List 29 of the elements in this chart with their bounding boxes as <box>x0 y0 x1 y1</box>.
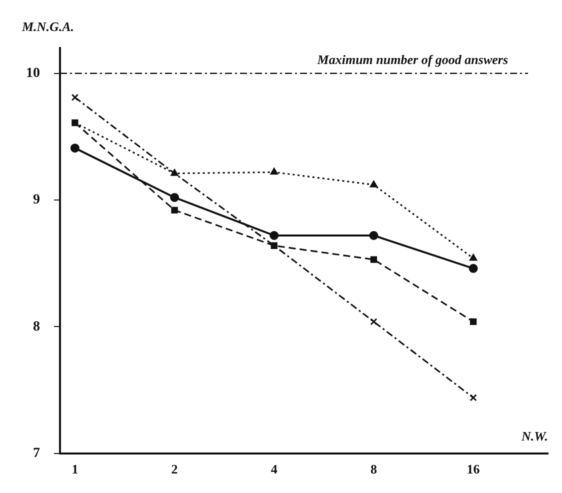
y-tick-label: 10 <box>26 66 40 81</box>
point <box>468 264 478 273</box>
point <box>469 254 478 261</box>
point <box>171 206 178 214</box>
point <box>170 192 180 202</box>
point <box>71 94 79 101</box>
x-tick-label: 16 <box>466 462 480 477</box>
x-tick-label: 8 <box>370 462 378 477</box>
point <box>470 318 477 325</box>
point <box>72 119 78 126</box>
y-tick-label: 7 <box>33 446 40 462</box>
y-tick-label: 8 <box>33 319 40 334</box>
point <box>370 318 378 326</box>
y-axis-title: M.N.G.A. <box>21 18 74 34</box>
point <box>370 180 378 188</box>
x-tick-label: 2 <box>171 462 178 477</box>
point <box>369 231 378 240</box>
ref-line-label: Maximum number of good answers <box>316 52 508 68</box>
point <box>370 256 378 263</box>
x-tick-label: 1 <box>72 462 78 477</box>
point <box>70 144 80 153</box>
x-axis-title: N.W. <box>520 428 548 444</box>
x-tick-label: 4 <box>270 462 278 477</box>
y-tick-label: 9 <box>33 192 40 208</box>
point <box>270 242 278 249</box>
point <box>170 168 178 176</box>
point <box>470 394 477 402</box>
point <box>270 168 278 175</box>
point <box>270 231 279 240</box>
